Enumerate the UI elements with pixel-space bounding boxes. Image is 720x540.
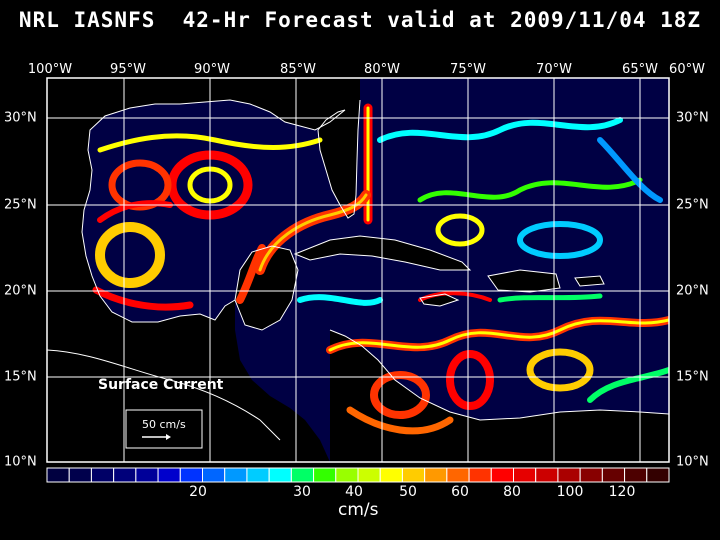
lat-label-left: 25°N [4, 197, 37, 213]
colorbar-swatch [379, 467, 403, 483]
colorbar-tick-label: 60 [451, 484, 469, 500]
lat-label-left: 30°N [4, 110, 37, 126]
colorbar-swatch [68, 467, 92, 483]
scale-legend-box [125, 409, 203, 449]
colorbar-swatch [268, 467, 292, 483]
colorbar-swatch [202, 467, 226, 483]
lat-label-left: 15°N [4, 369, 37, 385]
colorbar-swatch [424, 467, 448, 483]
colorbar [46, 467, 670, 483]
map-frame [46, 77, 670, 463]
colorbar-swatch [46, 467, 70, 483]
lon-label: 95°W [110, 62, 146, 77]
colorbar-swatch [579, 467, 603, 483]
colorbar-swatch [468, 467, 492, 483]
colorbar-tick-label: 100 [556, 484, 584, 500]
colorbar-swatch [490, 467, 514, 483]
lat-label-left: 10°N [4, 454, 37, 470]
colorbar-swatch [179, 467, 204, 483]
colorbar-swatch [557, 467, 581, 483]
map-title: NRL IASNFS 42-Hr Forecast valid at 2009/… [18, 8, 702, 32]
coastlines [47, 99, 669, 441]
lon-label: 75°W [450, 62, 486, 77]
colorbar-swatch [135, 467, 159, 483]
colorbar-swatch [224, 467, 248, 483]
colorbar-swatch [401, 467, 426, 483]
colorbar-swatch [90, 467, 115, 483]
lon-label: 60°W [669, 62, 705, 77]
colorbar-swatch [113, 467, 137, 483]
scale-arrowhead-icon [166, 434, 171, 440]
colorbar-swatch [335, 467, 359, 483]
colorbar-tick-label: 20 [189, 484, 207, 500]
lat-label-left: 20°N [4, 283, 37, 299]
colorbar-swatch [313, 467, 337, 483]
colorbar-swatch [646, 467, 670, 483]
lat-label-right: 15°N [676, 369, 709, 385]
lon-label: 85°W [280, 62, 316, 77]
colorbar-tick-label: 30 [293, 484, 311, 500]
lon-label: 70°W [536, 62, 572, 77]
colorbar-swatch [446, 467, 470, 483]
colorbar-swatch [601, 467, 626, 483]
colorbar-units: cm/s [338, 500, 379, 520]
colorbar-swatch [290, 467, 315, 483]
lat-label-right: 25°N [676, 197, 709, 213]
lon-label: 90°W [194, 62, 230, 77]
colorbar-swatch [357, 467, 381, 483]
colorbar-swatch [157, 467, 181, 483]
lon-label: 65°W [622, 62, 658, 77]
lon-label: 80°W [364, 62, 400, 77]
colorbar-tick-label: 50 [399, 484, 417, 500]
colorbar-tick-label: 40 [345, 484, 363, 500]
lon-label: 100°W [27, 62, 73, 77]
colorbar-tick-label: 120 [608, 484, 636, 500]
colorbar-swatch [624, 467, 648, 483]
lat-label-right: 30°N [676, 110, 709, 126]
lat-lon-grid [47, 78, 669, 462]
colorbar-swatch [246, 467, 270, 483]
scale-label: 50 cm/s [142, 418, 186, 431]
lat-label-right: 20°N [676, 283, 709, 299]
colorbar-swatch [535, 467, 559, 483]
colorbar-tick-label: 80 [503, 484, 521, 500]
lat-label-right: 10°N [676, 454, 709, 470]
surface-current-label: Surface Current [98, 377, 224, 393]
colorbar-swatch [513, 467, 537, 483]
